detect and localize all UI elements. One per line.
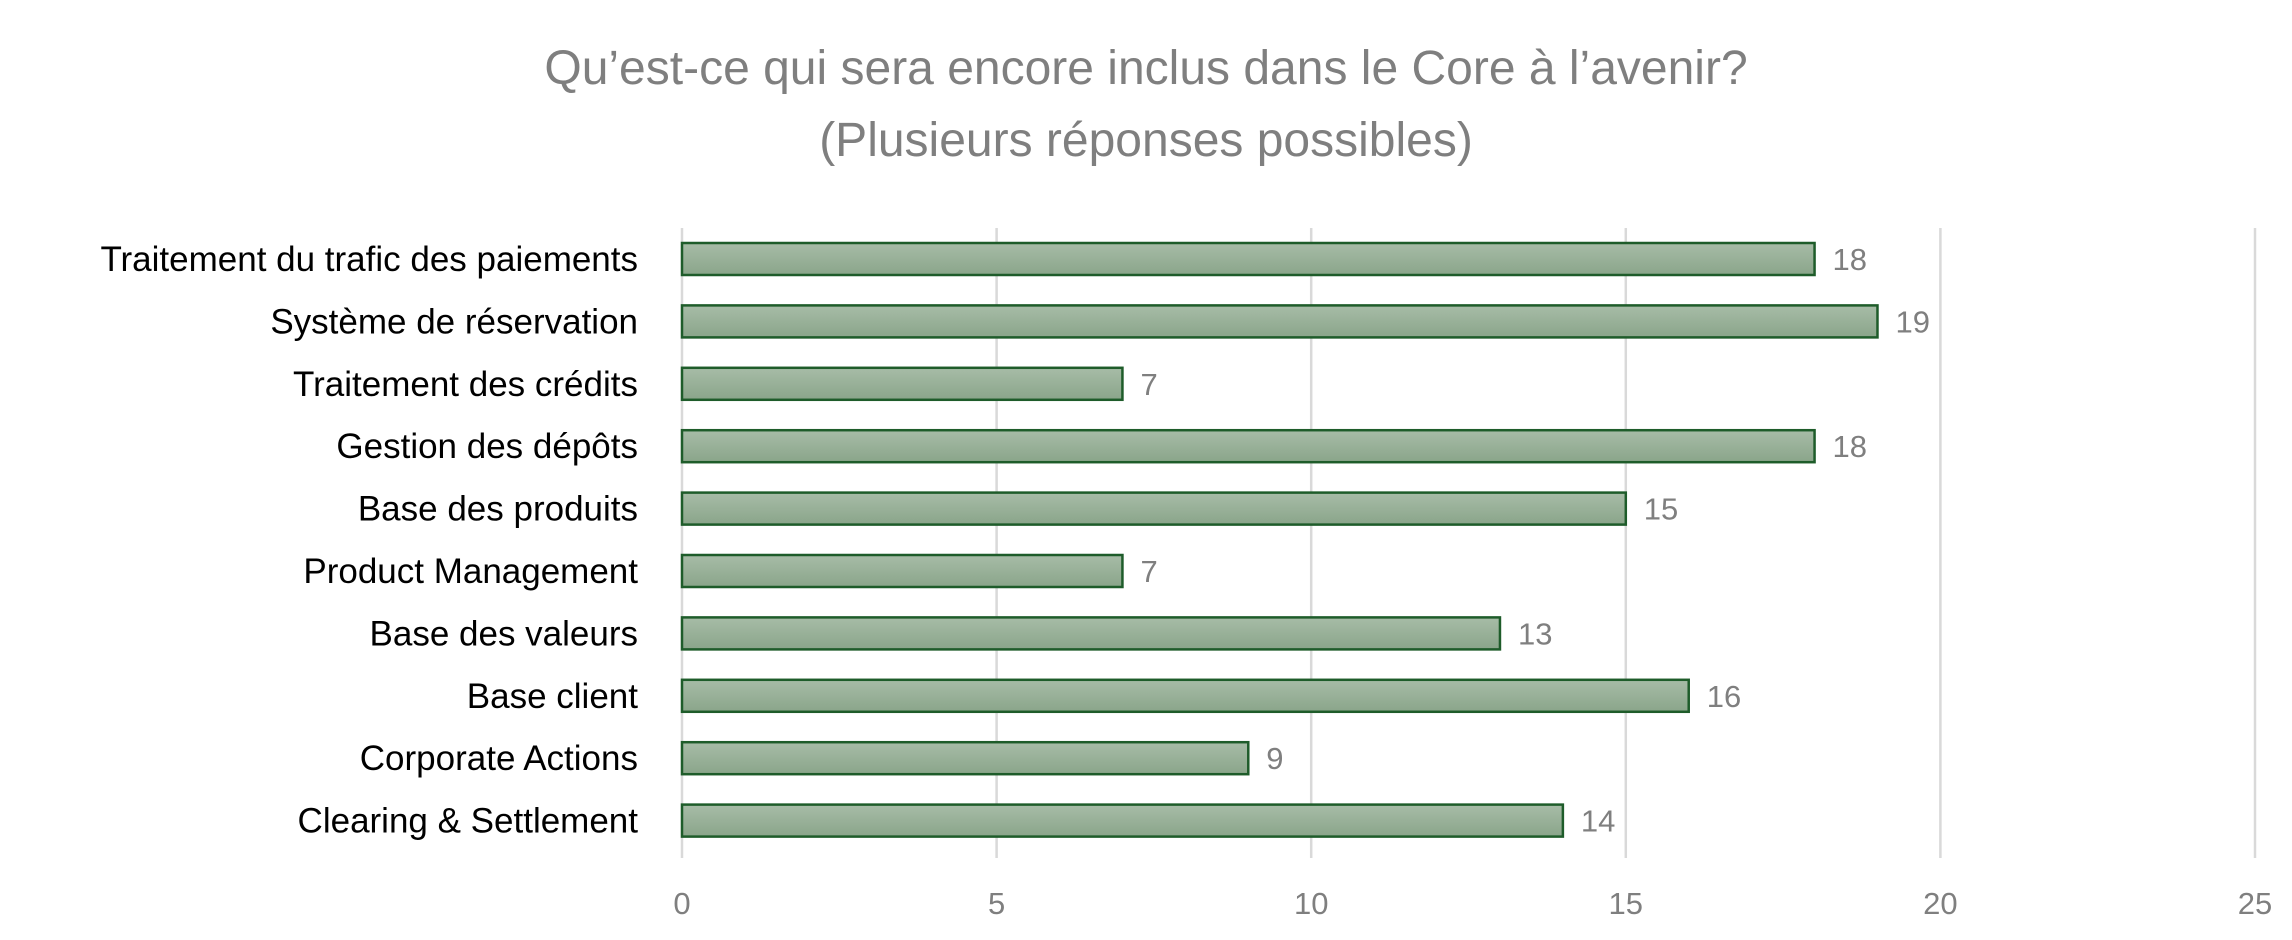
data-label-8: 16 xyxy=(1707,679,1741,714)
data-label-10: 14 xyxy=(1581,804,1615,839)
bar-5 xyxy=(680,491,1628,526)
x-tick-label-5: 5 xyxy=(988,886,1005,921)
category-label-10: Clearing & Settlement xyxy=(298,802,639,841)
x-tick-label-20: 20 xyxy=(1923,886,1957,921)
bar-7 xyxy=(680,616,1502,651)
data-label-2: 19 xyxy=(1895,304,1929,339)
x-tick-label-10: 10 xyxy=(1294,886,1328,921)
category-label-1: Traitement du trafic des paiements xyxy=(100,240,638,279)
bar-3 xyxy=(680,366,1124,402)
bar-1 xyxy=(680,241,1816,277)
chart-title: Qu’est-ce qui sera encore inclus dans le… xyxy=(544,42,1747,95)
category-label-9: Corporate Actions xyxy=(360,739,638,778)
data-label-7: 13 xyxy=(1518,616,1552,651)
category-labels: Traitement du trafic des paiements Systèm… xyxy=(100,240,638,841)
x-tick-label-15: 15 xyxy=(1609,886,1643,921)
bar-10 xyxy=(680,803,1565,838)
category-label-5: Base des produits xyxy=(358,490,638,529)
data-label-3: 7 xyxy=(1140,367,1157,402)
category-label-2: Système de réservation xyxy=(270,302,638,341)
bar-6 xyxy=(680,553,1124,589)
bar-2 xyxy=(680,304,1879,339)
bar-4 xyxy=(680,428,1816,464)
bars xyxy=(680,241,1879,838)
data-labels: 18 19 7 18 15 7 13 16 9 14 xyxy=(1140,242,1930,839)
bar-9 xyxy=(680,740,1250,776)
x-tick-label-25: 25 xyxy=(2238,886,2272,921)
data-label-5: 15 xyxy=(1644,492,1678,527)
category-label-3: Traitement des crédits xyxy=(293,365,638,404)
bar-8 xyxy=(680,678,1690,714)
data-label-4: 18 xyxy=(1833,429,1867,464)
category-label-6: Product Management xyxy=(303,552,638,591)
x-tick-label-0: 0 xyxy=(673,886,690,921)
x-axis-tick-labels: 0 5 10 15 20 25 xyxy=(673,886,2272,921)
chart-subtitle: (Plusieurs réponses possibles) xyxy=(819,114,1473,167)
category-label-4: Gestion des dépôts xyxy=(336,427,638,466)
category-label-7: Base des valeurs xyxy=(370,614,638,653)
category-label-8: Base client xyxy=(467,677,638,716)
data-label-1: 18 xyxy=(1833,242,1867,277)
data-label-9: 9 xyxy=(1266,741,1283,776)
data-label-6: 7 xyxy=(1140,554,1157,589)
